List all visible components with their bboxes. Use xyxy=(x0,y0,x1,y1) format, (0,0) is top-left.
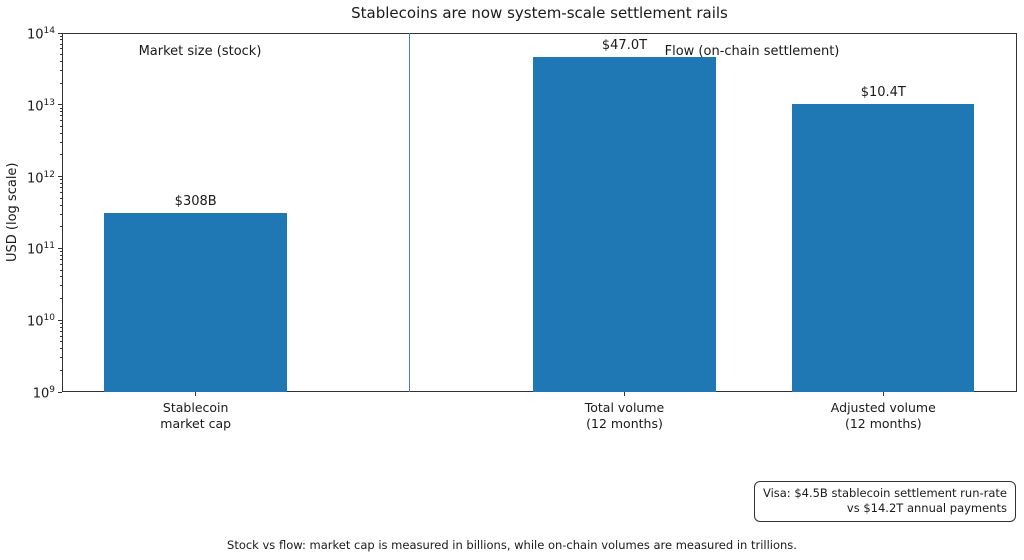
y-minor-tick xyxy=(59,183,62,185)
y-minor-tick xyxy=(59,39,62,41)
y-minor-tick xyxy=(59,254,62,256)
y-minor-tick xyxy=(59,111,62,113)
y-minor-tick xyxy=(59,35,62,37)
y-minor-tick xyxy=(59,115,62,117)
y-major-tick xyxy=(58,176,62,178)
annotation-flow-onchain: Flow (on-chain settlement) xyxy=(664,44,840,59)
y-tick-label: 1013 xyxy=(27,97,55,115)
y-tick-label: 109 xyxy=(32,385,55,402)
x-tick-1 xyxy=(623,392,625,396)
y-minor-tick xyxy=(59,269,62,271)
y-tick-label: 1011 xyxy=(27,241,55,258)
y-major-tick xyxy=(58,391,62,393)
y-minor-tick xyxy=(59,154,62,156)
x-tick-label-1: Total volume (12 months) xyxy=(584,400,665,431)
y-minor-tick xyxy=(59,276,62,278)
y-minor-tick xyxy=(59,259,62,261)
y-minor-tick xyxy=(59,48,62,50)
footnote-caption: Stock vs flow: market cap is measured in… xyxy=(227,538,797,552)
y-minor-tick xyxy=(59,61,62,63)
annotation-market-size-stock: Market size (stock) xyxy=(138,44,262,59)
x-tick-2 xyxy=(882,392,884,396)
y-minor-tick xyxy=(59,54,62,56)
y-major-tick xyxy=(58,32,62,34)
y-major-tick xyxy=(58,247,62,249)
y-axis-label: USD (log scale) xyxy=(5,162,20,263)
y-minor-tick xyxy=(59,197,62,199)
bar-value-label-2: $10.4T xyxy=(860,84,906,100)
stock-flow-divider-line xyxy=(408,33,411,392)
y-minor-tick xyxy=(59,204,62,206)
y-minor-tick xyxy=(59,322,62,324)
y-minor-tick xyxy=(59,132,62,134)
y-tick-label: 1014 xyxy=(27,26,55,43)
y-minor-tick xyxy=(59,213,62,215)
bar-value-label-0: $308B xyxy=(174,194,217,210)
y-minor-tick xyxy=(59,251,62,253)
y-minor-tick xyxy=(59,285,62,287)
y-minor-tick xyxy=(59,348,62,350)
y-minor-tick xyxy=(59,330,62,332)
chart-title: Stablecoins are now system-scale settlem… xyxy=(351,4,728,22)
y-minor-tick xyxy=(59,107,62,109)
y-minor-tick xyxy=(59,369,62,371)
y-minor-tick xyxy=(59,298,62,300)
bar-1 xyxy=(533,56,716,392)
visa-comparison-note: Visa: $4.5B stablecoin settlement run-ra… xyxy=(753,480,1016,522)
y-minor-tick xyxy=(59,179,62,181)
x-tick-label-2: Adjusted volume (12 months) xyxy=(830,400,936,431)
y-minor-tick xyxy=(59,226,62,228)
x-tick-label-0: Stablecoin market cap xyxy=(160,400,232,431)
bar-2 xyxy=(792,103,975,392)
bar-value-label-1: $47.0T xyxy=(601,37,648,53)
y-minor-tick xyxy=(59,335,62,337)
y-tick-label: 1012 xyxy=(27,169,55,186)
y-minor-tick xyxy=(59,357,62,359)
y-minor-tick xyxy=(59,187,62,189)
y-minor-tick xyxy=(59,70,62,72)
y-minor-tick xyxy=(59,120,62,122)
y-minor-tick xyxy=(59,326,62,328)
x-tick-0 xyxy=(195,392,197,396)
y-minor-tick xyxy=(59,125,62,127)
y-major-tick xyxy=(58,319,62,321)
bar-0 xyxy=(104,213,287,392)
y-minor-tick xyxy=(59,341,62,343)
y-minor-tick xyxy=(59,43,62,45)
y-minor-tick xyxy=(59,192,62,194)
y-minor-tick xyxy=(59,263,62,265)
y-minor-tick xyxy=(59,141,62,143)
y-minor-tick xyxy=(59,82,62,84)
y-tick-label: 1010 xyxy=(27,313,55,330)
y-major-tick xyxy=(58,104,62,106)
